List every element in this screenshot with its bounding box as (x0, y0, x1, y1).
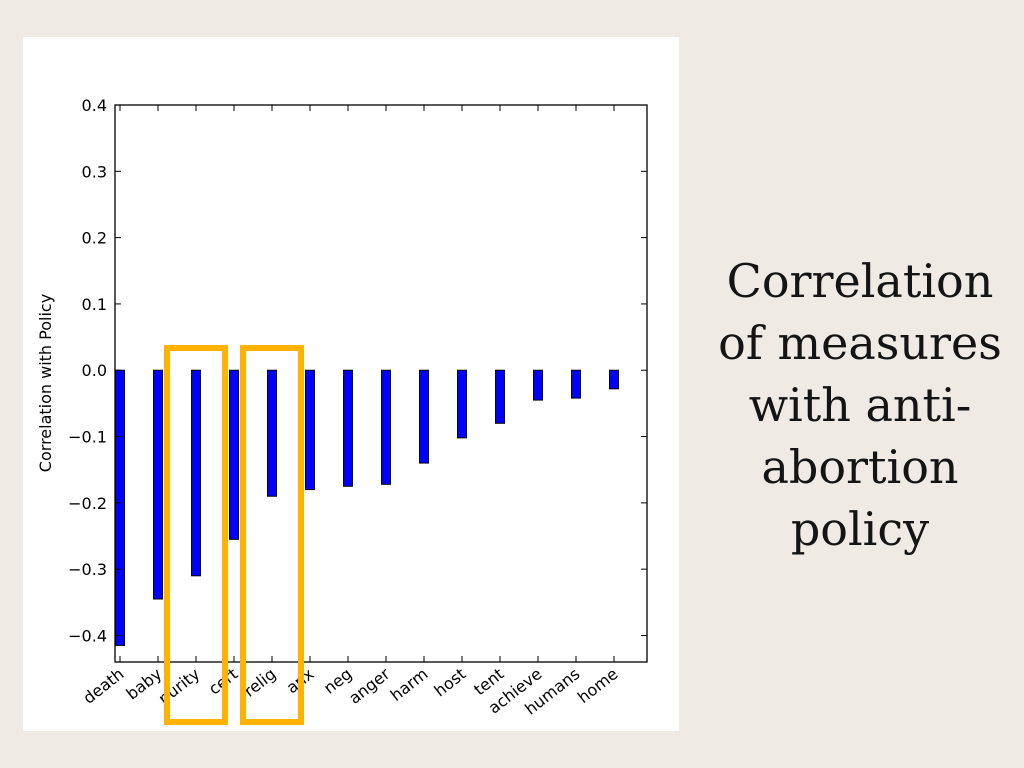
bar-tent (495, 369, 505, 424)
highlight-box-relig (240, 345, 304, 725)
bar-humans (571, 369, 581, 399)
bar-achieve (533, 369, 543, 401)
bar-death (115, 369, 125, 646)
y-tick-label: 0.1 (82, 295, 107, 314)
bar-cert (229, 369, 239, 540)
y-tick-label: 0.4 (82, 96, 107, 115)
y-tick-label: 0.0 (82, 361, 107, 380)
bar-anx (305, 369, 315, 491)
plot-frame (114, 104, 648, 663)
bars-layer (115, 369, 619, 646)
x-tick-label-harm: harm (387, 664, 432, 705)
bar-harm (419, 369, 429, 464)
x-tick-label-home: home (574, 664, 621, 707)
ticks-layer (115, 104, 647, 662)
bar-relig (267, 369, 277, 497)
highlight-box-purity (164, 345, 228, 725)
bar-baby (153, 369, 163, 600)
slide-title: Correlation of measures with anti-aborti… (718, 254, 1002, 556)
bar-chart: 0.4 0.3 0.2 0.1 0.0 −0.1 −0.2 −0.3 −0.4 deathbab… (36, 96, 648, 725)
x-tick-label-host: host (431, 664, 470, 700)
bar-home (609, 369, 619, 390)
y-axis-label: Correlation with Policy (36, 294, 55, 472)
y-tick-label: −0.4 (68, 626, 107, 645)
bar-neg (343, 369, 353, 487)
x-tick-label-purity: purity (155, 664, 204, 708)
bar-purity (191, 369, 201, 577)
bar-host (457, 369, 467, 439)
x-tick-label-death: death (79, 664, 127, 707)
chart-panel: 0.4 0.3 0.2 0.1 0.0 −0.1 −0.2 −0.3 −0.4 death bab… (23, 37, 679, 731)
y-tick-labels: 0.4 0.3 0.2 0.1 0.0 −0.1 −0.2 −0.3 −0.4 (68, 96, 107, 645)
y-tick-label: −0.2 (68, 494, 107, 513)
y-tick-label: 0.2 (82, 229, 107, 248)
y-tick-label: −0.3 (68, 560, 107, 579)
x-tick-label-anger: anger (345, 664, 394, 708)
y-tick-label: 0.3 (82, 162, 107, 181)
y-tick-label: −0.1 (68, 428, 107, 447)
bar-anger (381, 369, 391, 485)
highlight-boxes (164, 345, 304, 725)
